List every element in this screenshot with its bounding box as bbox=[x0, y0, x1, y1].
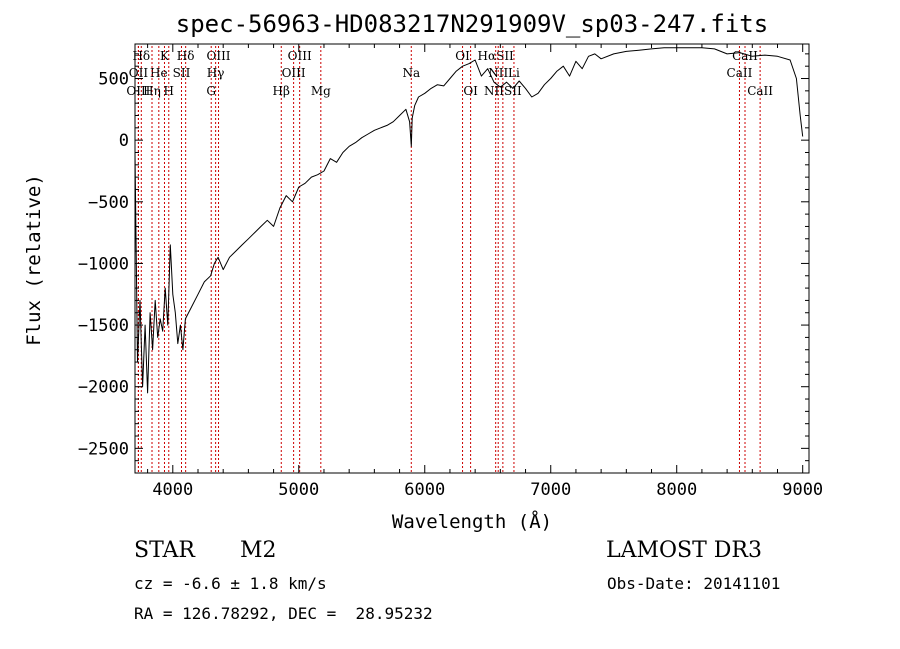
y-tick-label: 0 bbox=[119, 131, 129, 151]
x-tick-label: 4000 bbox=[152, 480, 193, 500]
line-marker-label: Mg bbox=[311, 84, 331, 98]
line-marker-label: OI bbox=[455, 49, 470, 63]
line-marker-label: HαSII bbox=[478, 49, 515, 63]
line-marker-label: Na bbox=[402, 66, 420, 80]
line-marker-label: NIISII bbox=[484, 84, 522, 98]
y-tick-label: 500 bbox=[98, 70, 129, 90]
chart-title: spec-56963-HD083217N291909V_sp03-247.fit… bbox=[176, 10, 768, 38]
line-marker-label: CaII bbox=[747, 84, 773, 98]
survey-name: LAMOST DR3 bbox=[606, 538, 762, 563]
line-marker-label: Hη bbox=[143, 84, 161, 98]
subclass: M2 bbox=[240, 538, 277, 563]
x-tick-label: 9000 bbox=[782, 480, 823, 500]
object-type: STAR bbox=[134, 538, 195, 563]
line-marker-label: Hδ bbox=[177, 49, 195, 63]
line-marker-label: Li bbox=[508, 66, 520, 80]
coordinates: RA = 126.78292, DEC = 28.95232 bbox=[134, 604, 433, 623]
x-tick-label: 8000 bbox=[656, 480, 697, 500]
line-marker-label: Hγ bbox=[207, 66, 225, 80]
tick-layer: 4000 5000 6000 7000 8000 90005000−500−1000−15… bbox=[78, 44, 823, 500]
y-tick-label: −500 bbox=[88, 193, 129, 213]
redshift-info: cz = -6.6 ± 1.8 km/s bbox=[134, 574, 327, 593]
line-marker-label: H bbox=[164, 84, 174, 98]
y-tick-label: −1500 bbox=[78, 316, 129, 336]
spectrum-line bbox=[134, 47, 804, 394]
line-marker-label: He bbox=[150, 66, 168, 80]
line-marker-label: OIII bbox=[206, 49, 230, 63]
obs-date: Obs-Date: 20141101 bbox=[607, 574, 781, 593]
line-marker-layer: Hδ K Hδ OIII OIII OI HαSII CaII OII He SII Hγ OIII Na… bbox=[126, 46, 773, 473]
line-marker-label: G bbox=[206, 84, 216, 98]
line-marker-label: OIII bbox=[288, 49, 312, 63]
line-marker-label: OIII bbox=[282, 66, 306, 80]
line-marker-label: Hβ bbox=[273, 84, 290, 98]
line-marker-label: Hδ bbox=[132, 49, 150, 63]
line-marker-label: OII bbox=[129, 66, 149, 80]
y-tick-label: −2500 bbox=[78, 439, 129, 459]
line-marker-label: CaII bbox=[727, 66, 753, 80]
line-marker-label: OI bbox=[463, 84, 478, 98]
y-tick-label: −1000 bbox=[78, 254, 129, 274]
line-marker-label: K bbox=[160, 49, 170, 63]
series-layer bbox=[134, 47, 804, 394]
plot-frame bbox=[134, 43, 810, 474]
line-marker-label: SII bbox=[173, 66, 191, 80]
x-tick-label: 5000 bbox=[278, 480, 319, 500]
x-tick-label: 7000 bbox=[530, 480, 571, 500]
x-axis-label: Wavelength (Å) bbox=[392, 510, 552, 533]
x-tick-label: 6000 bbox=[404, 480, 445, 500]
y-axis-label: Flux (relative) bbox=[23, 174, 45, 346]
line-marker-label: NII bbox=[488, 66, 508, 80]
y-tick-label: −2000 bbox=[78, 378, 129, 398]
